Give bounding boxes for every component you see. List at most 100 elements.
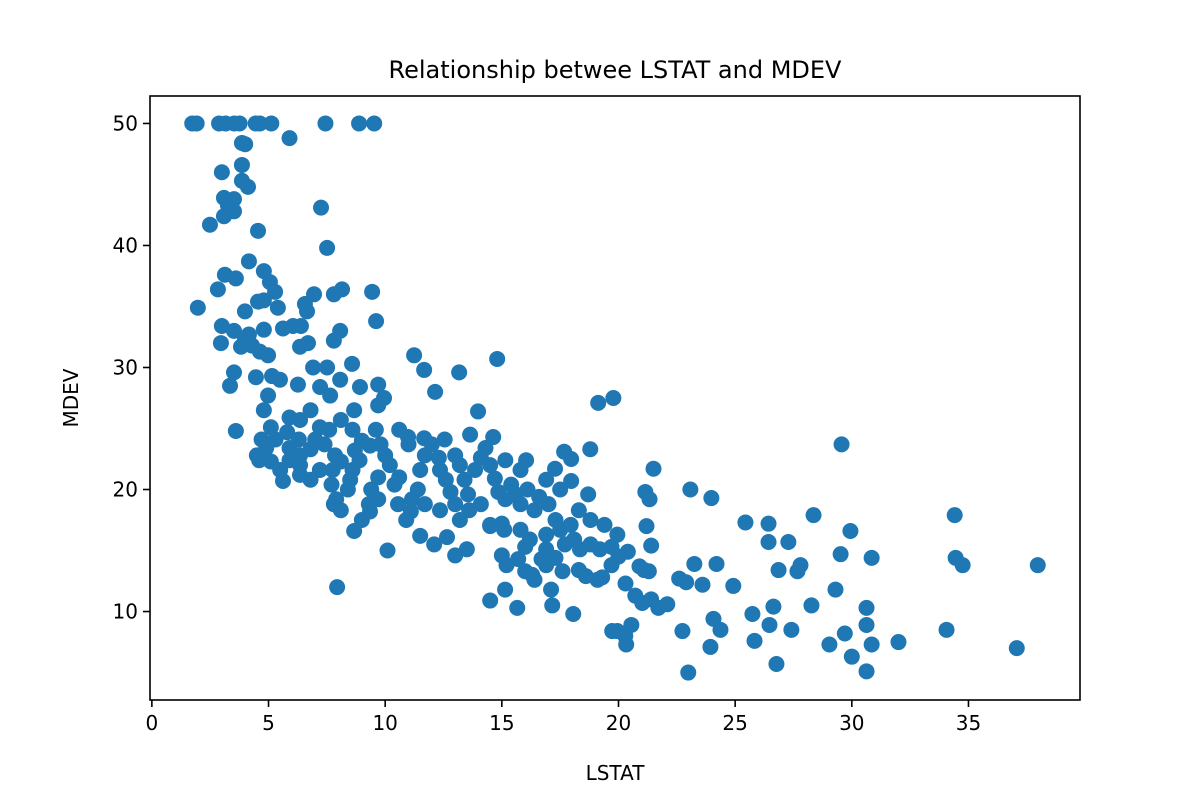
data-point bbox=[332, 502, 349, 519]
data-point bbox=[580, 486, 597, 503]
data-point bbox=[858, 599, 875, 616]
data-point bbox=[843, 648, 860, 665]
data-point bbox=[746, 632, 763, 649]
data-point bbox=[554, 563, 571, 580]
data-point bbox=[509, 599, 526, 616]
data-point bbox=[412, 461, 429, 478]
data-point bbox=[570, 502, 587, 519]
data-point bbox=[430, 449, 447, 466]
data-point bbox=[482, 516, 499, 533]
data-point bbox=[351, 115, 368, 132]
y-tick-label: 40 bbox=[113, 233, 138, 257]
data-point bbox=[565, 605, 582, 622]
data-point bbox=[325, 286, 342, 303]
data-point bbox=[391, 469, 408, 486]
y-tick-label: 50 bbox=[113, 111, 138, 135]
data-point bbox=[281, 409, 298, 426]
data-point bbox=[346, 402, 363, 419]
data-point bbox=[267, 431, 284, 448]
data-point bbox=[946, 507, 963, 524]
data-point bbox=[517, 538, 534, 555]
data-point bbox=[462, 426, 479, 443]
data-point bbox=[370, 397, 387, 414]
data-point bbox=[319, 239, 336, 256]
data-point bbox=[447, 496, 464, 513]
data-point bbox=[674, 623, 691, 640]
data-point bbox=[316, 436, 333, 453]
data-point bbox=[890, 634, 907, 651]
data-point bbox=[482, 592, 499, 609]
data-point bbox=[447, 447, 464, 464]
data-point bbox=[761, 616, 778, 633]
data-point bbox=[645, 460, 662, 477]
data-point bbox=[640, 563, 657, 580]
data-point bbox=[540, 496, 557, 513]
data-point bbox=[496, 521, 513, 538]
data-point bbox=[556, 536, 573, 553]
data-point bbox=[222, 377, 239, 394]
data-point bbox=[938, 621, 955, 638]
data-point bbox=[260, 347, 277, 364]
y-tick-label: 20 bbox=[113, 478, 138, 502]
data-point bbox=[432, 502, 449, 519]
data-point bbox=[367, 421, 384, 438]
data-point bbox=[409, 481, 426, 498]
data-point bbox=[299, 303, 316, 320]
data-point bbox=[269, 299, 286, 316]
data-point bbox=[344, 421, 361, 438]
data-point bbox=[768, 656, 785, 673]
data-point bbox=[618, 636, 635, 653]
data-point bbox=[827, 581, 844, 598]
data-point bbox=[467, 461, 484, 478]
data-point bbox=[402, 503, 419, 520]
data-point bbox=[512, 521, 529, 538]
data-point bbox=[362, 503, 379, 520]
data-point bbox=[215, 208, 232, 225]
data-point bbox=[255, 292, 272, 309]
y-axis-label: MDEV bbox=[59, 368, 83, 427]
data-point bbox=[789, 563, 806, 580]
data-point bbox=[332, 411, 349, 428]
data-point bbox=[379, 542, 396, 559]
data-point bbox=[543, 581, 560, 598]
data-point bbox=[760, 533, 777, 550]
data-point bbox=[489, 350, 506, 367]
data-point bbox=[188, 115, 205, 132]
data-point bbox=[783, 621, 800, 638]
data-point bbox=[251, 115, 268, 132]
data-point bbox=[236, 303, 253, 320]
data-point bbox=[426, 536, 443, 553]
data-point bbox=[590, 394, 607, 411]
data-point bbox=[493, 547, 510, 564]
data-point bbox=[686, 555, 703, 572]
data-point bbox=[472, 496, 489, 513]
data-point bbox=[486, 470, 503, 487]
data-point bbox=[370, 469, 387, 486]
data-point bbox=[227, 270, 244, 287]
data-point bbox=[562, 516, 579, 533]
data-point bbox=[436, 431, 453, 448]
data-point bbox=[863, 636, 880, 653]
data-point bbox=[321, 421, 338, 438]
data-point bbox=[344, 355, 361, 372]
data-point bbox=[264, 368, 281, 385]
data-point bbox=[604, 623, 621, 640]
data-point bbox=[239, 178, 256, 195]
data-point bbox=[381, 457, 398, 474]
y-axis: 10 20 30 40 50 bbox=[113, 111, 150, 624]
data-point bbox=[305, 359, 322, 376]
data-point bbox=[605, 390, 622, 406]
data-point bbox=[416, 361, 433, 378]
data-point bbox=[563, 451, 580, 468]
data-point bbox=[322, 387, 339, 404]
data-point bbox=[470, 403, 487, 420]
data-point bbox=[213, 318, 230, 335]
data-point bbox=[863, 549, 880, 566]
data-point bbox=[638, 518, 655, 535]
data-point bbox=[552, 481, 569, 498]
y-tick-label: 30 bbox=[113, 355, 138, 379]
data-point bbox=[705, 610, 722, 627]
x-tick-label: 30 bbox=[839, 711, 864, 735]
data-point bbox=[725, 577, 742, 594]
data-point bbox=[770, 562, 787, 579]
